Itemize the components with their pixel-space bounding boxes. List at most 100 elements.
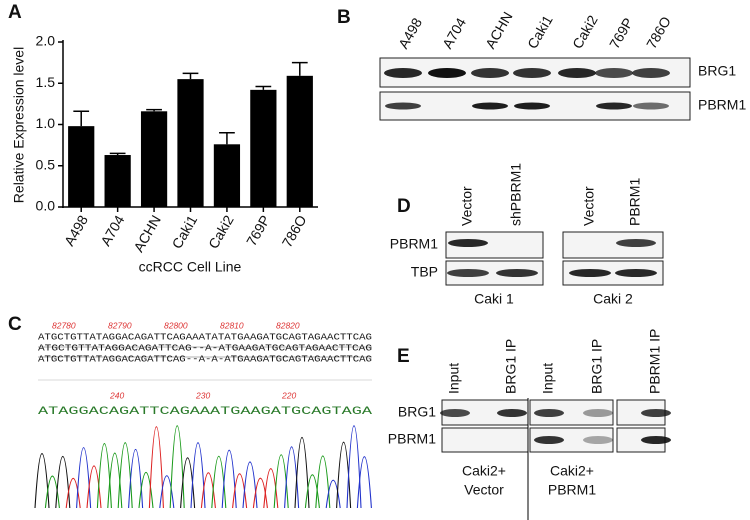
chromatogram-peak [336, 441, 352, 509]
group-label: Caki2+ [462, 463, 506, 479]
bar [177, 79, 204, 207]
y-tick-label: 1.0 [36, 115, 56, 131]
lane-label: PBRM1 [627, 178, 643, 226]
position-label: 82780 [52, 320, 76, 330]
group-label: Caki 2 [593, 291, 633, 307]
blot-band [558, 68, 596, 78]
chromatogram-peak [190, 442, 206, 509]
blot-band [596, 102, 632, 110]
row-label: BRG1 [398, 404, 436, 420]
position-label: 82820 [276, 320, 300, 330]
chromatogram-peak [232, 473, 248, 509]
chromatogram-peak [242, 461, 258, 509]
chromatogram-peak [346, 425, 362, 509]
blot-box [562, 231, 664, 259]
blot-band [471, 68, 509, 78]
bar [286, 75, 313, 207]
group-label: Caki 1 [474, 291, 514, 307]
blot-band [534, 436, 564, 444]
row-label: PBRM1 [388, 431, 436, 447]
chromatogram-peak [252, 477, 268, 509]
y-tick-label: 2.0 [36, 33, 56, 49]
chromatogram-peak [169, 425, 185, 509]
bar [68, 126, 95, 207]
lane-label: BRG1 IP [589, 339, 605, 394]
sequence-line: ATGCTGTTATAGGACAGATTCAGAAATATATGAAGATGCA… [38, 332, 372, 342]
blot-band [583, 436, 613, 444]
lane-label: Input [446, 363, 462, 394]
blot-band [428, 68, 466, 78]
blot-band [641, 436, 671, 444]
bar [104, 155, 131, 207]
row-label: BRG1 [698, 63, 736, 79]
blot-band [447, 269, 489, 277]
bar [213, 144, 241, 207]
chromatogram-peak [200, 472, 216, 509]
position-label: 82800 [164, 320, 188, 330]
y-tick-label: 0.0 [36, 198, 56, 214]
chromatogram-peak [304, 474, 320, 509]
chromatogram-peak [273, 454, 289, 509]
blot-band [595, 68, 633, 78]
chromatogram-peak [221, 449, 237, 509]
blot-band [616, 239, 656, 247]
chromatogram-peak [44, 475, 60, 509]
bar [140, 111, 168, 207]
position-label: 82810 [220, 320, 244, 330]
lane-label: Vector [459, 186, 475, 226]
blot-band [513, 68, 551, 78]
chromatogram-peak [315, 455, 331, 509]
chromatogram-peak [107, 452, 123, 509]
y-tick-label: 0.5 [36, 156, 56, 172]
group-label: PBRM1 [548, 482, 596, 498]
group-label: Vector [464, 482, 504, 498]
position-label: 230 [195, 390, 210, 400]
blot-band [384, 68, 422, 78]
blot-band [440, 409, 470, 417]
x-axis-label: ccRCC Cell Line [139, 259, 242, 275]
position-label: 220 [281, 390, 296, 400]
position-label: 82790 [108, 320, 132, 330]
blot-band [496, 269, 538, 277]
bar [250, 89, 277, 207]
chromatogram-peak [180, 457, 196, 509]
y-tick-label: 1.5 [36, 74, 56, 90]
chromatogram-peak [294, 436, 310, 509]
blot-band [385, 102, 421, 110]
blot-band [633, 102, 669, 110]
chromatogram-peak [211, 455, 227, 509]
blot-box [441, 427, 529, 453]
blot-box [445, 231, 544, 259]
blot-band [534, 409, 564, 417]
chromatogram-peak [325, 479, 341, 509]
panel-label: E [397, 346, 410, 367]
blot-band [448, 239, 488, 247]
sequence-line: ATGCTGTTATAGGACAGATTCAG--A-A-ATGAAGATGCA… [38, 354, 372, 364]
chromatogram-peak [356, 456, 372, 509]
row-label: PBRM1 [698, 97, 746, 113]
lane-label: Input [540, 363, 556, 394]
chromatogram-peak [284, 446, 300, 509]
blot-band [569, 269, 611, 277]
chromatogram-peak [65, 477, 81, 509]
panel-label: D [397, 196, 411, 217]
lane-label: PBRM1 IP [647, 329, 663, 394]
position-label: 240 [109, 390, 124, 400]
panel-label: C [8, 314, 22, 335]
chromatogram-peak [34, 453, 50, 509]
chromatogram-peak [148, 426, 164, 509]
blot-band [632, 68, 670, 78]
blot-band [514, 102, 550, 110]
lane-label: BRG1 IP [503, 339, 519, 394]
chromatogram-peak [263, 468, 279, 509]
blot-band [583, 409, 613, 417]
panel-label: B [337, 7, 351, 28]
chromatogram-peak [128, 449, 144, 509]
blot-band [497, 409, 527, 417]
lane-label: shPBRM1 [508, 163, 524, 226]
chromatogram-peak [159, 475, 175, 509]
lane-label: Vector [581, 186, 597, 226]
panel-label: A [8, 2, 22, 23]
row-label: TBP [411, 264, 438, 280]
